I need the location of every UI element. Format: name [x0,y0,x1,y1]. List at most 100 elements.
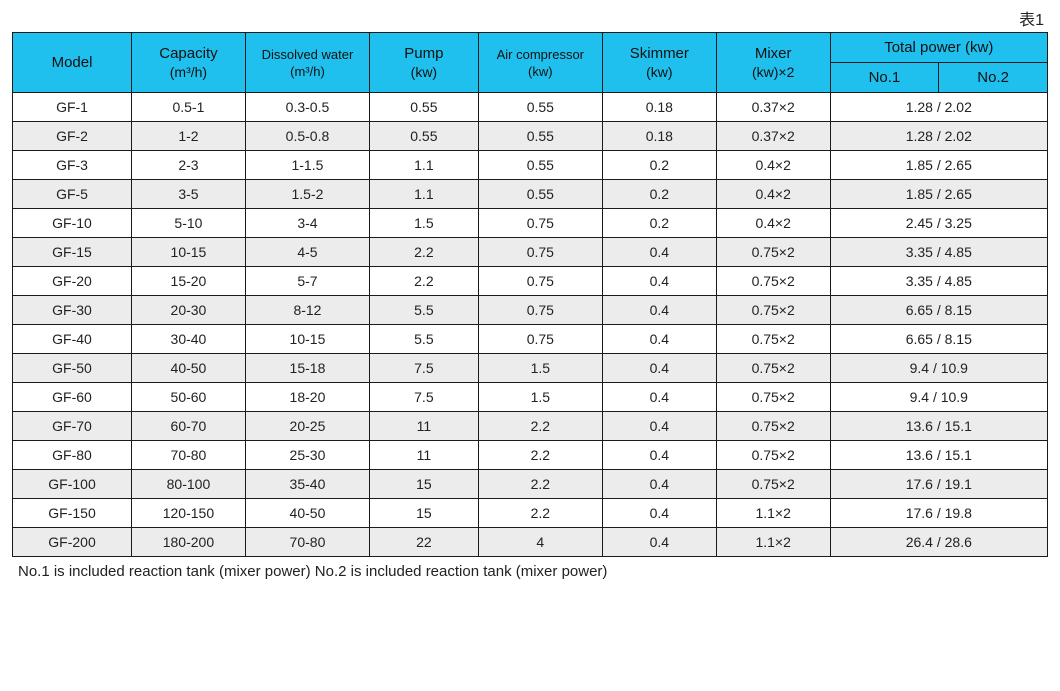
cell-air: 1.5 [478,354,602,383]
cell-air: 0.75 [478,296,602,325]
cell-model: GF-50 [13,354,132,383]
cell-pump: 0.55 [370,122,479,151]
spec-table: Model Capacity (m³/h) Dissolved water (m… [12,32,1048,557]
th-skimmer: Skimmer (kw) [602,33,716,93]
cell-air: 0.75 [478,325,602,354]
th-dissolved-label: Dissolved water [262,47,354,62]
cell-capacity: 30-40 [132,325,246,354]
cell-total: 17.6 / 19.8 [830,499,1047,528]
cell-mixer: 0.4×2 [716,209,830,238]
th-mixer: Mixer (kw)×2 [716,33,830,93]
cell-pump: 22 [370,528,479,557]
cell-model: GF-5 [13,180,132,209]
cell-skimmer: 0.18 [602,122,716,151]
th-pump-label: Pump [404,45,443,62]
cell-capacity: 15-20 [132,267,246,296]
cell-dissolved: 8-12 [245,296,369,325]
cell-skimmer: 0.4 [602,499,716,528]
cell-mixer: 0.4×2 [716,180,830,209]
table-row: GF-53-51.5-21.10.550.20.4×21.85 / 2.65 [13,180,1048,209]
cell-pump: 2.2 [370,267,479,296]
cell-mixer: 0.4×2 [716,151,830,180]
cell-model: GF-2 [13,122,132,151]
cell-model: GF-20 [13,267,132,296]
table-row: GF-2015-205-72.20.750.40.75×23.35 / 4.85 [13,267,1048,296]
cell-skimmer: 0.4 [602,470,716,499]
cell-dissolved: 1-1.5 [245,151,369,180]
cell-skimmer: 0.2 [602,209,716,238]
cell-model: GF-1 [13,93,132,122]
cell-model: GF-30 [13,296,132,325]
cell-capacity: 40-50 [132,354,246,383]
cell-total: 6.65 / 8.15 [830,296,1047,325]
cell-skimmer: 0.4 [602,238,716,267]
cell-capacity: 10-15 [132,238,246,267]
th-capacity: Capacity (m³/h) [132,33,246,93]
cell-dissolved: 3-4 [245,209,369,238]
cell-mixer: 0.75×2 [716,296,830,325]
cell-dissolved: 0.3-0.5 [245,93,369,122]
th-pump-unit: (kw) [372,64,476,80]
cell-capacity: 180-200 [132,528,246,557]
th-model: Model [13,33,132,93]
cell-total: 6.65 / 8.15 [830,325,1047,354]
cell-capacity: 50-60 [132,383,246,412]
cell-air: 4 [478,528,602,557]
cell-dissolved: 18-20 [245,383,369,412]
cell-capacity: 120-150 [132,499,246,528]
cell-pump: 15 [370,470,479,499]
cell-capacity: 70-80 [132,441,246,470]
table-row: GF-1510-154-52.20.750.40.75×23.35 / 4.85 [13,238,1048,267]
th-total-no2: No.2 [939,63,1048,93]
cell-model: GF-40 [13,325,132,354]
footnote: No.1 is included reaction tank (mixer po… [12,563,1048,580]
cell-total: 3.35 / 4.85 [830,238,1047,267]
cell-capacity: 60-70 [132,412,246,441]
th-capacity-label: Capacity [159,45,217,62]
cell-total: 13.6 / 15.1 [830,412,1047,441]
table-row: GF-150120-15040-50152.20.41.1×217.6 / 19… [13,499,1048,528]
table-row: GF-21-20.5-0.80.550.550.180.37×21.28 / 2… [13,122,1048,151]
cell-air: 0.75 [478,209,602,238]
cell-total: 1.28 / 2.02 [830,122,1047,151]
cell-capacity: 5-10 [132,209,246,238]
cell-mixer: 0.75×2 [716,267,830,296]
cell-skimmer: 0.4 [602,296,716,325]
table-caption: 表1 [12,6,1044,30]
th-total: Total power (kw) [830,33,1047,63]
cell-pump: 1.1 [370,180,479,209]
cell-model: GF-15 [13,238,132,267]
cell-mixer: 0.37×2 [716,122,830,151]
cell-mixer: 0.75×2 [716,383,830,412]
cell-mixer: 0.75×2 [716,412,830,441]
cell-skimmer: 0.2 [602,151,716,180]
cell-dissolved: 25-30 [245,441,369,470]
cell-dissolved: 1.5-2 [245,180,369,209]
table-row: GF-6050-6018-207.51.50.40.75×29.4 / 10.9 [13,383,1048,412]
cell-model: GF-3 [13,151,132,180]
cell-skimmer: 0.4 [602,383,716,412]
cell-total: 17.6 / 19.1 [830,470,1047,499]
cell-dissolved: 20-25 [245,412,369,441]
cell-dissolved: 5-7 [245,267,369,296]
cell-pump: 11 [370,412,479,441]
cell-capacity: 1-2 [132,122,246,151]
cell-total: 3.35 / 4.85 [830,267,1047,296]
cell-skimmer: 0.4 [602,441,716,470]
cell-mixer: 1.1×2 [716,528,830,557]
table-row: GF-105-103-41.50.750.20.4×22.45 / 3.25 [13,209,1048,238]
cell-total: 1.85 / 2.65 [830,151,1047,180]
cell-air: 1.5 [478,383,602,412]
cell-capacity: 0.5-1 [132,93,246,122]
table-row: GF-7060-7020-25112.20.40.75×213.6 / 15.1 [13,412,1048,441]
table-row: GF-8070-8025-30112.20.40.75×213.6 / 15.1 [13,441,1048,470]
th-mixer-unit: (kw)×2 [719,64,828,80]
th-dissolved-unit: (m³/h) [248,64,367,79]
cell-model: GF-200 [13,528,132,557]
cell-pump: 5.5 [370,325,479,354]
cell-air: 0.75 [478,267,602,296]
cell-dissolved: 0.5-0.8 [245,122,369,151]
cell-pump: 0.55 [370,93,479,122]
cell-model: GF-100 [13,470,132,499]
cell-capacity: 80-100 [132,470,246,499]
